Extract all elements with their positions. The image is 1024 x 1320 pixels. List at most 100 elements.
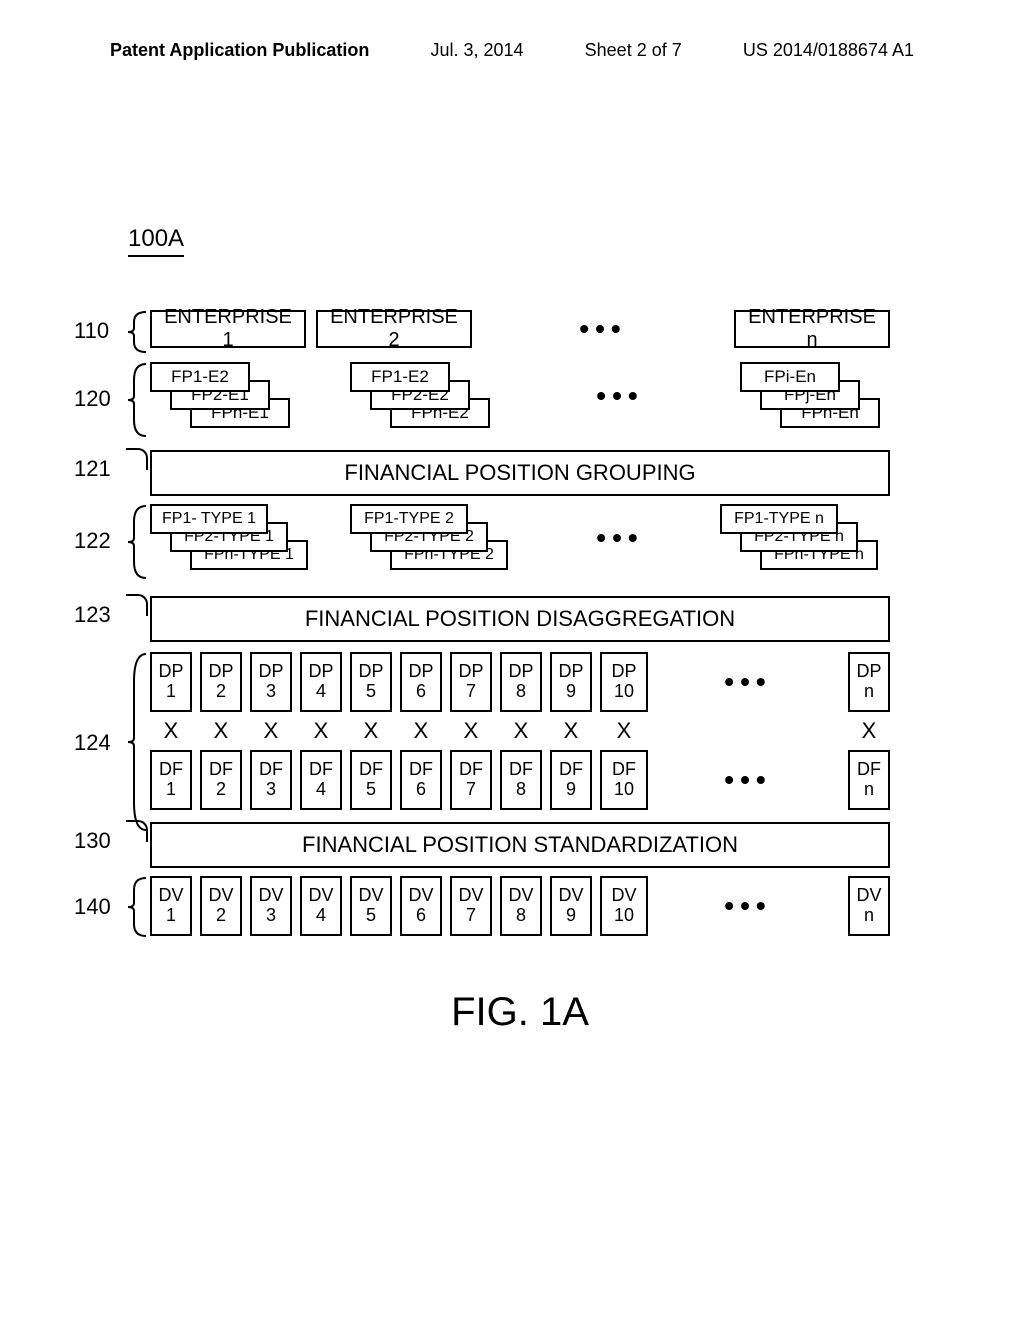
row-120-groups: FP1-E2 FP2-E1 FPn-E1 FP1-E2 FP2-E2 FPn-E… [150,362,890,430]
financial-position-standardization-box: FINANCIAL POSITION STANDARDIZATION [150,822,890,868]
df-6-box: DF6 [400,750,442,810]
dv-10-box: DV10 [600,876,648,936]
dots-120: ••• [588,380,651,412]
dp-7-box: DP7 [450,652,492,712]
row-110: 110 ENTERPRISE 1 ENTERPRISE 2 ••• ENTERP… [150,310,890,354]
df-7-box: DF7 [450,750,492,810]
row-121: 121 FINANCIAL POSITION GROUPING [150,450,890,496]
dv-4-box: DV4 [300,876,342,936]
dp-10-box: DP10 [600,652,648,712]
dv-6-box: DV6 [400,876,442,936]
label-110: 110 [74,318,109,344]
header-publication: Patent Application Publication [110,40,369,61]
dv-1-box: DV1 [150,876,192,936]
hook-121 [126,448,148,470]
dots-122: ••• [588,522,651,554]
dots-dp: ••• [716,666,779,698]
fpi-en-box: FPi-En [740,362,840,392]
row-122: 122 FP1- TYPE 1 FP2-TYPE 1 FPn-TYPE 1 FP… [150,504,890,582]
brace-120 [126,362,150,438]
label-122: 122 [74,528,111,554]
x-row: XXXXXXXXXXX [150,718,890,744]
cascade-122-2: FP1-TYPE 2 FP2-TYPE 2 FPn-TYPE 2 [350,504,520,572]
df-n-box: DFn [848,750,890,810]
enterprise-1-box: ENTERPRISE 1 [150,310,306,348]
row-122-groups: FP1- TYPE 1 FP2-TYPE 1 FPn-TYPE 1 FP1-TY… [150,504,890,572]
df-4-box: DF4 [300,750,342,810]
row-123: 123 FINANCIAL POSITION DISAGGREGATION [150,596,890,642]
brace-140 [126,876,150,938]
row-120: 120 FP1-E2 FP2-E1 FPn-E1 FP1-E2 FP2-E2 F… [150,362,890,440]
hook-123 [126,594,148,616]
enterprise-n-box: ENTERPRISE n [734,310,890,348]
dp-2-box: DP2 [200,652,242,712]
page-header: Patent Application Publication Jul. 3, 2… [0,0,1024,100]
dv-8-box: DV8 [500,876,542,936]
cascade-120-2: FP1-E2 FP2-E2 FPn-E2 [350,362,500,430]
dp-n-box: DPn [848,652,890,712]
dp-row: DP1DP2DP3DP4DP5DP6DP7DP8DP9DP10•••DPn [150,652,890,712]
x-9: X [550,718,592,744]
dv-7-box: DV7 [450,876,492,936]
df-5-box: DF5 [350,750,392,810]
fp1-type2-box: FP1-TYPE 2 [350,504,468,534]
dv-row: DV1DV2DV3DV4DV5DV6DV7DV8DV9DV10•••DVn [150,876,890,936]
label-123: 123 [74,602,111,628]
fp1-type1-box: FP1- TYPE 1 [150,504,268,534]
dv-9-box: DV9 [550,876,592,936]
diagram: 110 ENTERPRISE 1 ENTERPRISE 2 ••• ENTERP… [150,310,890,1035]
financial-position-disaggregation-box: FINANCIAL POSITION DISAGGREGATION [150,596,890,642]
header-docnum: US 2014/0188674 A1 [743,40,914,61]
header-sheet: Sheet 2 of 7 [585,40,682,61]
dots-dv: ••• [716,890,779,922]
dp-8-box: DP8 [500,652,542,712]
row-124: 124 DP1DP2DP3DP4DP5DP6DP7DP8DP9DP10•••DP… [150,652,890,810]
fp1-typen-box: FP1-TYPE n [720,504,838,534]
dv-2-box: DV2 [200,876,242,936]
financial-position-grouping-box: FINANCIAL POSITION GROUPING [150,450,890,496]
dv-n-box: DVn [848,876,890,936]
df-3-box: DF3 [250,750,292,810]
label-120: 120 [74,386,111,412]
row-140: 140 DV1DV2DV3DV4DV5DV6DV7DV8DV9DV10•••DV… [150,876,890,940]
label-140: 140 [74,894,111,920]
cascade-120-1: FP1-E2 FP2-E1 FPn-E1 [150,362,300,430]
dots-df: ••• [716,764,779,796]
page: Patent Application Publication Jul. 3, 2… [0,0,1024,1320]
x-2: X [200,718,242,744]
x-1: X [150,718,192,744]
dots-110: ••• [571,313,634,345]
x-3: X [250,718,292,744]
cascade-122-n: FP1-TYPE n FP2-TYPE n FPn-TYPE n [720,504,890,572]
cascade-120-n: FPi-En FPj-En FPn-En [740,362,890,430]
dp-4-box: DP4 [300,652,342,712]
label-121: 121 [74,456,111,482]
df-1-box: DF1 [150,750,192,810]
hook-130 [126,820,148,842]
dp-1-box: DP1 [150,652,192,712]
x-n: X [848,718,890,744]
row-130: 130 FINANCIAL POSITION STANDARDIZATION [150,822,890,868]
enterprise-2-box: ENTERPRISE 2 [316,310,472,348]
label-130: 130 [74,828,111,854]
df-9-box: DF9 [550,750,592,810]
figure-caption: FIG. 1A [150,990,890,1035]
fp1-e2-box: FP1-E2 [150,362,250,392]
dp-9-box: DP9 [550,652,592,712]
brace-110 [126,310,150,354]
brace-124 [126,652,150,832]
dp-6-box: DP6 [400,652,442,712]
df-8-box: DF8 [500,750,542,810]
label-124: 124 [74,730,111,756]
cascade-122-1: FP1- TYPE 1 FP2-TYPE 1 FPn-TYPE 1 [150,504,320,572]
df-10-box: DF10 [600,750,648,810]
x-7: X [450,718,492,744]
header-date: Jul. 3, 2014 [430,40,523,61]
figure-reference: 100A [128,225,184,257]
fp1-e2b-box: FP1-E2 [350,362,450,392]
df-2-box: DF2 [200,750,242,810]
x-4: X [300,718,342,744]
dp-5-box: DP5 [350,652,392,712]
brace-122 [126,504,150,580]
row-110-boxes: ENTERPRISE 1 ENTERPRISE 2 ••• ENTERPRISE… [150,310,890,348]
